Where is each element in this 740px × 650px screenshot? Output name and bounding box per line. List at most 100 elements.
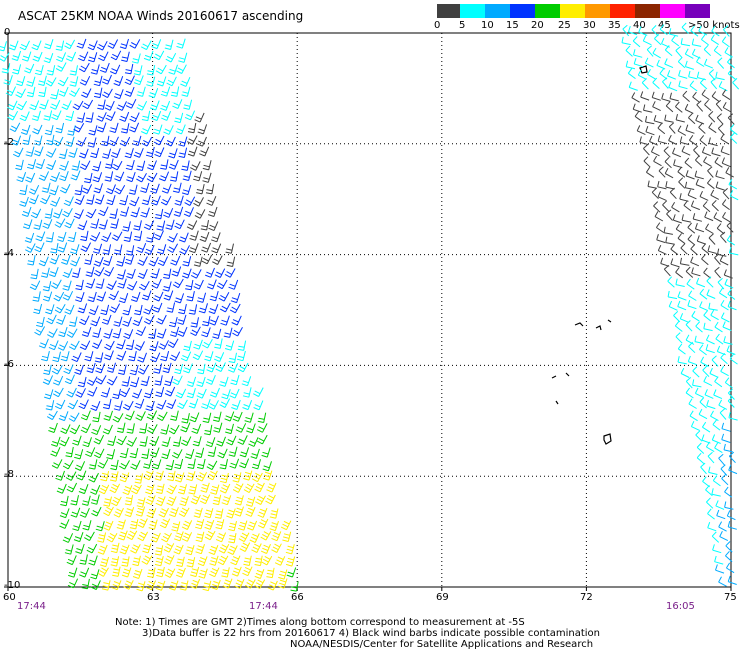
wind-barb xyxy=(174,293,185,304)
wind-barb xyxy=(657,180,667,190)
wind-barb xyxy=(90,569,100,580)
wind-barb xyxy=(672,147,682,158)
wind-barb xyxy=(721,199,730,211)
wind-barb xyxy=(196,388,207,399)
wind-barb xyxy=(110,64,121,75)
wind-barb xyxy=(674,320,683,332)
wind-barb xyxy=(690,256,700,267)
wind-barb xyxy=(153,230,164,241)
wind-barb xyxy=(678,177,686,189)
colorbar-label-50-plus: >50 knots xyxy=(688,20,740,31)
wind-barb xyxy=(141,136,153,147)
wind-barb xyxy=(713,389,723,400)
wind-barb xyxy=(170,86,180,97)
wind-barb xyxy=(110,556,120,567)
wind-barb xyxy=(206,279,217,290)
wind-barb xyxy=(57,231,67,242)
wind-barb xyxy=(222,578,233,589)
wind-barb xyxy=(254,579,266,589)
wind-barb xyxy=(94,87,103,99)
wind-barb xyxy=(68,340,80,351)
wind-barb xyxy=(711,531,720,543)
wind-barb xyxy=(696,442,705,454)
wind-barb xyxy=(149,447,160,458)
wind-barb xyxy=(126,530,138,541)
wind-barb xyxy=(106,532,118,543)
wind-barb xyxy=(46,134,55,146)
wind-barb xyxy=(116,269,126,280)
wind-barb xyxy=(199,494,211,505)
wind-barb xyxy=(181,184,192,196)
wind-barb xyxy=(677,356,687,365)
wind-barb xyxy=(114,171,125,182)
wind-barb xyxy=(253,387,264,397)
wind-barb xyxy=(171,449,183,459)
wind-barb xyxy=(710,410,719,422)
wind-barb xyxy=(199,146,210,157)
wind-barb xyxy=(160,350,170,362)
wind-barb xyxy=(11,50,22,61)
wind-barb xyxy=(260,531,272,541)
wind-barb xyxy=(121,376,131,387)
wind-barb xyxy=(66,555,77,566)
wind-barb xyxy=(174,458,184,470)
wind-barb xyxy=(665,181,675,190)
wind-barb xyxy=(62,290,74,301)
wind-barb xyxy=(664,167,674,179)
wind-barb xyxy=(650,146,660,157)
wind-barb xyxy=(201,327,211,338)
wind-barb xyxy=(239,458,250,469)
wind-barb xyxy=(54,218,66,228)
wind-barb xyxy=(652,101,661,112)
wind-barb xyxy=(251,459,261,470)
wind-barb xyxy=(32,51,43,62)
wind-barb xyxy=(695,178,705,189)
wind-barb xyxy=(645,167,655,178)
wind-barb xyxy=(675,223,685,235)
wind-barb xyxy=(106,376,118,386)
wind-barb xyxy=(707,508,715,520)
wind-barb xyxy=(116,350,127,361)
map-title: ASCAT 25KM NOAA Winds 20160617 ascending xyxy=(18,9,304,23)
wind-barb xyxy=(209,567,220,578)
wind-barb xyxy=(180,351,192,362)
wind-barb xyxy=(280,520,292,531)
wind-barb xyxy=(84,531,95,542)
wind-barb xyxy=(715,564,725,574)
wind-barb xyxy=(698,122,706,134)
wind-barb xyxy=(633,49,643,58)
wind-barb xyxy=(33,135,43,146)
time-label-middle: 17:44 xyxy=(249,601,278,612)
wind-barb xyxy=(167,470,176,482)
wind-barb xyxy=(189,230,199,241)
wind-barb xyxy=(685,266,694,278)
wind-barb xyxy=(183,99,193,110)
wind-barb xyxy=(135,326,147,337)
wind-barb xyxy=(110,50,122,61)
wind-barb xyxy=(0,52,10,62)
wind-barb xyxy=(226,256,236,267)
wind-barb xyxy=(178,303,187,315)
wind-barb xyxy=(49,254,60,265)
wind-barb xyxy=(684,157,693,169)
wind-barb xyxy=(143,50,154,61)
wind-barb xyxy=(728,411,738,421)
wind-barb xyxy=(101,74,112,85)
wind-barb xyxy=(79,507,90,518)
wind-barb xyxy=(66,328,78,338)
wind-barb xyxy=(667,276,675,288)
wind-barb xyxy=(128,184,138,195)
wind-barb xyxy=(141,555,153,565)
wind-barb xyxy=(195,544,205,555)
wind-barb xyxy=(30,208,42,219)
wind-barb xyxy=(141,194,151,206)
wind-barb xyxy=(45,304,55,315)
lon-label-69: 69 xyxy=(436,592,449,603)
wind-barb xyxy=(101,232,112,243)
wind-barb xyxy=(36,316,45,328)
wind-barb xyxy=(82,99,94,110)
wind-barb xyxy=(669,92,679,102)
wind-barb xyxy=(200,220,209,231)
wind-barb xyxy=(53,291,65,302)
wind-barb xyxy=(156,328,167,339)
